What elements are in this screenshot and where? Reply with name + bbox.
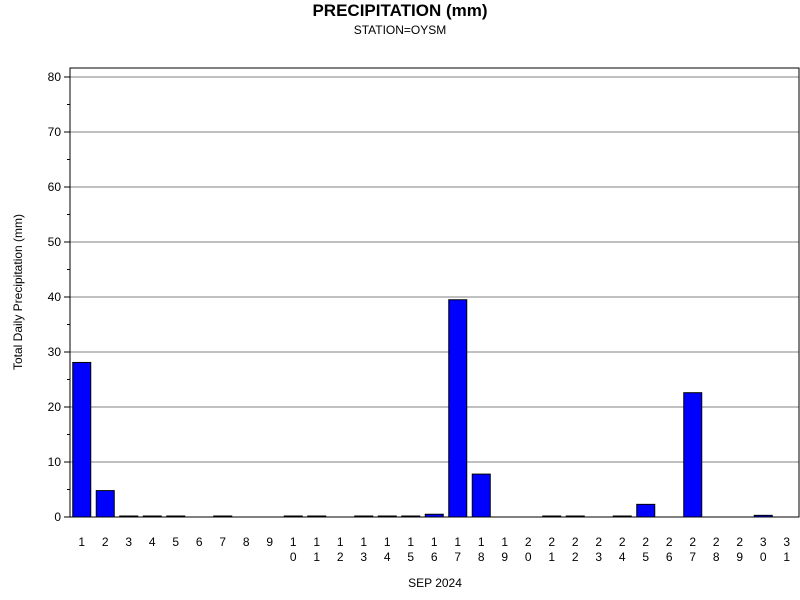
bar-day-2	[95, 490, 115, 518]
x-tick-label-day-31: 3	[783, 535, 790, 549]
y-tick-label: 10	[48, 455, 62, 469]
x-tick-label-day-22: 2	[572, 535, 579, 549]
y-axis-label: Total Daily Precipitation (mm)	[11, 214, 25, 370]
x-tick-label-day-21: 2	[548, 535, 555, 549]
x-tick-label-day-20: 0	[525, 550, 532, 564]
x-tick-label-day-23: 3	[595, 550, 602, 564]
y-tick-label: 0	[54, 510, 61, 524]
x-tick-label-day-18: 1	[478, 535, 485, 549]
y-tick-label: 40	[48, 290, 62, 304]
x-tick-label-day-27: 7	[689, 550, 696, 564]
bar-day-1	[72, 361, 92, 518]
x-tick-label-day-28: 2	[713, 535, 720, 549]
x-tick-label-day-29: 2	[736, 535, 743, 549]
x-tick-label-day-24: 4	[619, 550, 626, 564]
x-axis-label: SEP 2024	[408, 576, 462, 590]
x-tick-label-day-28: 8	[713, 550, 720, 564]
x-tick-label-day-16: 6	[431, 550, 438, 564]
x-tick-label-day-30: 3	[760, 535, 767, 549]
y-tick-label: 60	[48, 180, 62, 194]
x-tick-label-day-19: 9	[501, 550, 508, 564]
x-tick-label-day-24: 2	[619, 535, 626, 549]
x-tick-label-day-16: 1	[431, 535, 438, 549]
grid-lines	[70, 76, 799, 463]
bar-day-18	[471, 473, 491, 518]
y-axis-ticks: 0 10 20 30 40 50 60 70 80	[48, 70, 70, 524]
x-tick-label-day-26: 6	[666, 550, 673, 564]
x-tick-label-day-12: 2	[337, 550, 344, 564]
x-tick-label-day-13: 1	[360, 535, 367, 549]
x-tick-label-day-30: 0	[760, 550, 767, 564]
x-tick-label-day-11: 1	[313, 550, 320, 564]
x-tick-label-day-2: 2	[102, 535, 109, 549]
x-tick-label-day-18: 8	[478, 550, 485, 564]
x-tick-label-day-15: 5	[407, 550, 414, 564]
bar-day-27	[683, 392, 703, 518]
x-tick-label-day-9: 9	[266, 535, 273, 549]
x-tick-label-day-23: 2	[595, 535, 602, 549]
y-tick-label: 30	[48, 345, 62, 359]
x-tick-label-day-15: 1	[407, 535, 414, 549]
y-tick-label: 50	[48, 235, 62, 249]
y-tick-label: 80	[48, 70, 62, 84]
x-tick-label-day-29: 9	[736, 550, 743, 564]
y-tick-label: 20	[48, 400, 62, 414]
x-tick-label-day-17: 1	[454, 535, 461, 549]
x-tick-label-day-4: 4	[149, 535, 156, 549]
x-axis-ticks: 1 2 3 4 5 6 7 8 9 1011121314151617181920212223242…	[78, 535, 790, 564]
x-tick-label-day-13: 3	[360, 550, 367, 564]
x-tick-label-day-7: 7	[219, 535, 226, 549]
chart-subtitle: STATION=OYSM	[353, 23, 447, 37]
x-tick-label-day-1: 1	[78, 535, 85, 549]
bar-day-25	[636, 503, 656, 518]
x-tick-label-day-12: 1	[337, 535, 344, 549]
x-tick-label-day-6: 6	[196, 535, 203, 549]
x-tick-label-day-14: 4	[384, 550, 391, 564]
bars	[72, 299, 773, 518]
x-tick-label-day-20: 2	[525, 535, 532, 549]
plot-frame	[69, 67, 800, 518]
x-tick-label-day-17: 7	[454, 550, 461, 564]
x-tick-label-day-22: 2	[572, 550, 579, 564]
x-tick-label-day-26: 2	[666, 535, 673, 549]
x-tick-label-day-14: 1	[384, 535, 391, 549]
x-tick-label-day-5: 5	[172, 535, 179, 549]
x-tick-label-day-31: 1	[783, 550, 790, 564]
x-tick-label-day-10: 1	[290, 535, 297, 549]
x-tick-label-day-19: 1	[501, 535, 508, 549]
y-tick-label: 70	[48, 125, 62, 139]
x-tick-label-day-10: 0	[290, 550, 297, 564]
x-tick-label-day-11: 1	[313, 535, 320, 549]
x-tick-label-day-21: 1	[548, 550, 555, 564]
x-tick-label-day-25: 2	[642, 535, 649, 549]
chart-title: PRECIPITATION (mm)	[312, 1, 488, 20]
x-tick-label-day-27: 2	[689, 535, 696, 549]
x-tick-label-day-3: 3	[125, 535, 132, 549]
x-tick-label-day-25: 5	[642, 550, 649, 564]
bar-day-17	[448, 299, 468, 518]
x-tick-label-day-8: 8	[243, 535, 250, 549]
